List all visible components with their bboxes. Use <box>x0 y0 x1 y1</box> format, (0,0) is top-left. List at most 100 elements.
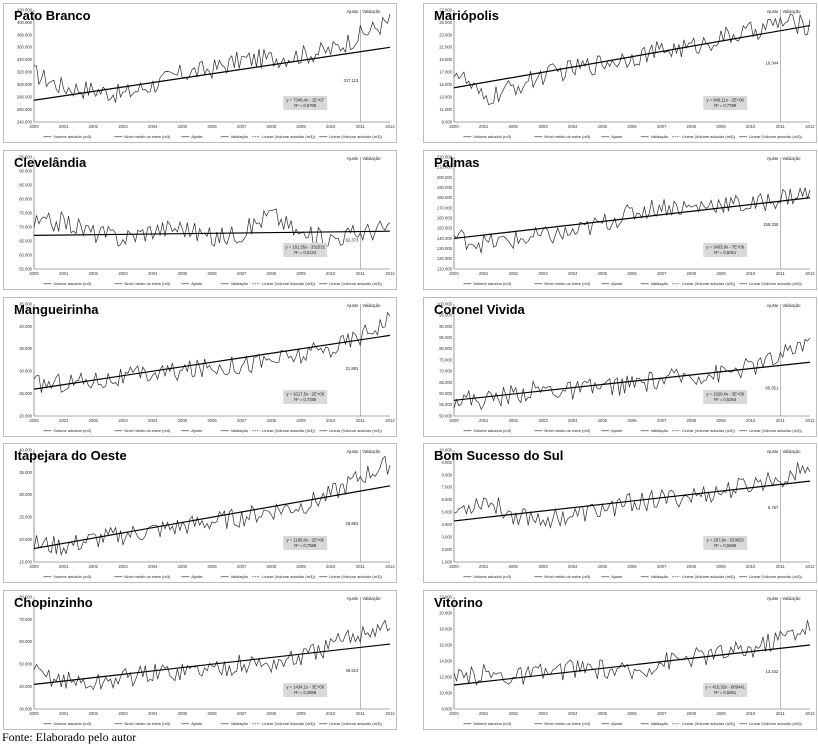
validacao-label: Validação <box>782 9 801 14</box>
equation-text: y = 3403,9x - 7E+06 <box>706 245 744 250</box>
y-tick-label: 20.000 <box>19 413 32 418</box>
equation-box <box>283 96 328 110</box>
legend-label: Linear (Volume aduzido (m3)) <box>262 281 315 286</box>
y-tick-label: 45.000 <box>19 301 32 306</box>
y-tick-label: 11.000 <box>440 107 453 112</box>
y-tick-label: 90.000 <box>439 324 452 329</box>
x-tick-label: 2000 <box>449 124 459 129</box>
x-tick-label: 2003 <box>118 271 128 276</box>
chart-panel: 15.000 20.000 25.000 30.000 35.000 40.000 2000… <box>3 443 397 583</box>
legend-label: Ajuste <box>191 134 203 139</box>
x-tick-label: 2008 <box>687 124 697 129</box>
ajuste-label: Ajuste <box>347 303 359 308</box>
y-tick-label: 14.000 <box>439 658 452 663</box>
x-tick-label: 2012 <box>385 564 395 569</box>
series-line <box>33 311 391 393</box>
x-tick-label: 2010 <box>326 124 336 129</box>
x-tick-label: 2007 <box>657 271 667 276</box>
y-tick-label: 60.000 <box>439 391 452 396</box>
legend-label: Ajuste <box>191 721 203 726</box>
x-tick-label: 2004 <box>148 271 158 276</box>
x-tick-label: 2005 <box>178 124 188 129</box>
x-tick-label: 2000 <box>449 418 459 423</box>
x-tick-label: 2010 <box>326 271 336 276</box>
split-value: 62.373 <box>346 237 359 242</box>
equation-text: y = 410,32x - 809441 <box>705 685 745 690</box>
series-line <box>33 455 391 557</box>
chart-title: Pato Branco <box>14 8 91 23</box>
x-tick-label: 2004 <box>148 711 158 716</box>
x-tick-label: 2010 <box>746 271 756 276</box>
x-tick-label: 2003 <box>118 564 128 569</box>
series-line <box>453 337 811 411</box>
y-tick-label: 5.000 <box>442 510 453 515</box>
legend-label: Linear (Volume aduzido (m3)) <box>262 574 315 579</box>
x-tick-label: 2008 <box>267 271 277 276</box>
legend-label: Volume aduzido (m3) <box>53 281 91 286</box>
x-tick-label: 2008 <box>267 564 277 569</box>
x-tick-label: 2009 <box>296 271 306 276</box>
chart-panel: 8.000 10.000 12.000 14.000 16.000 18.000 20.00… <box>423 590 817 730</box>
legend-label: Linear (Volume aduzido (m3)) <box>749 721 802 726</box>
x-tick-label: 2005 <box>598 711 608 716</box>
split-value: 31.891 <box>346 366 359 371</box>
legend-label: Nível médio do estre (m3) <box>544 428 591 433</box>
x-tick-label: 2009 <box>296 124 306 129</box>
legend-label: Validação <box>231 134 249 139</box>
x-tick-label: 2000 <box>449 564 459 569</box>
x-tick-label: 2003 <box>538 711 548 716</box>
x-tick-label: 2012 <box>385 711 395 716</box>
equation-box <box>703 96 748 110</box>
equation-text: y = 1017,5x - 2E+06 <box>286 392 324 397</box>
equation-text: y = 181,35x - 332532 <box>285 245 325 250</box>
x-tick-label: 2008 <box>687 418 697 423</box>
x-tick-label: 2009 <box>716 271 726 276</box>
y-tick-label: 50.000 <box>439 413 452 418</box>
y-tick-label: 50.000 <box>19 662 32 667</box>
y-tick-label: 180.000 <box>437 195 453 200</box>
y-tick-label: 25.000 <box>439 20 452 25</box>
legend-label: Linear (Volume aduzido (m3)) <box>749 574 802 579</box>
validacao-label: Validação <box>782 303 801 308</box>
x-tick-label: 2003 <box>118 711 128 716</box>
y-tick-label: 160.000 <box>437 215 453 220</box>
chart-svg: 30.000 40.000 50.000 60.000 70.000 80.000 2000… <box>19 594 395 726</box>
x-tick-label: 2000 <box>449 711 459 716</box>
y-tick-label: 85.000 <box>439 335 452 340</box>
x-tick-label: 2005 <box>178 711 188 716</box>
x-tick-label: 2004 <box>568 418 578 423</box>
x-tick-label: 2005 <box>598 124 608 129</box>
x-tick-label: 2009 <box>716 124 726 129</box>
trend-line <box>453 361 811 401</box>
x-tick-label: 2009 <box>296 418 306 423</box>
y-tick-label: 25.000 <box>19 391 32 396</box>
trend-line <box>33 643 391 685</box>
y-tick-label: 18.000 <box>439 626 452 631</box>
chart-title: Palmas <box>434 155 480 170</box>
chart-panel: 240.000 260.000 280.000 300.000 320.000 340.0… <box>3 3 397 143</box>
x-tick-label: 2003 <box>118 418 128 423</box>
x-tick-label: 2006 <box>207 124 217 129</box>
legend-label: Nível médio do estre (m3) <box>544 574 591 579</box>
chart-title: Coronel Vivida <box>434 302 525 317</box>
legend-label: Volume aduzido (m3) <box>53 721 91 726</box>
x-tick-label: 2006 <box>627 271 637 276</box>
ajuste-label: Ajuste <box>767 156 779 161</box>
validacao-label: Validação <box>782 449 801 454</box>
equation-box <box>703 390 748 404</box>
x-tick-label: 2002 <box>509 711 519 716</box>
x-tick-label: 2000 <box>29 564 39 569</box>
ajuste-label: Ajuste <box>767 449 779 454</box>
y-tick-label: 27.000 <box>439 7 452 12</box>
x-tick-label: 2008 <box>687 271 697 276</box>
x-tick-label: 2011 <box>356 271 366 276</box>
y-tick-label: 6.000 <box>442 497 453 502</box>
legend-label: Linear (Volume aduzido (m3)) <box>749 134 802 139</box>
y-tick-label: 12.000 <box>439 674 452 679</box>
legend-label: Linear (Volume aduzido (m3)) <box>682 281 735 286</box>
legend-label: Linear (Volume aduzido (m3)) <box>329 574 382 579</box>
y-tick-label: 170.000 <box>437 205 453 210</box>
y-tick-label: 75.000 <box>19 210 32 215</box>
x-tick-label: 2001 <box>479 418 489 423</box>
